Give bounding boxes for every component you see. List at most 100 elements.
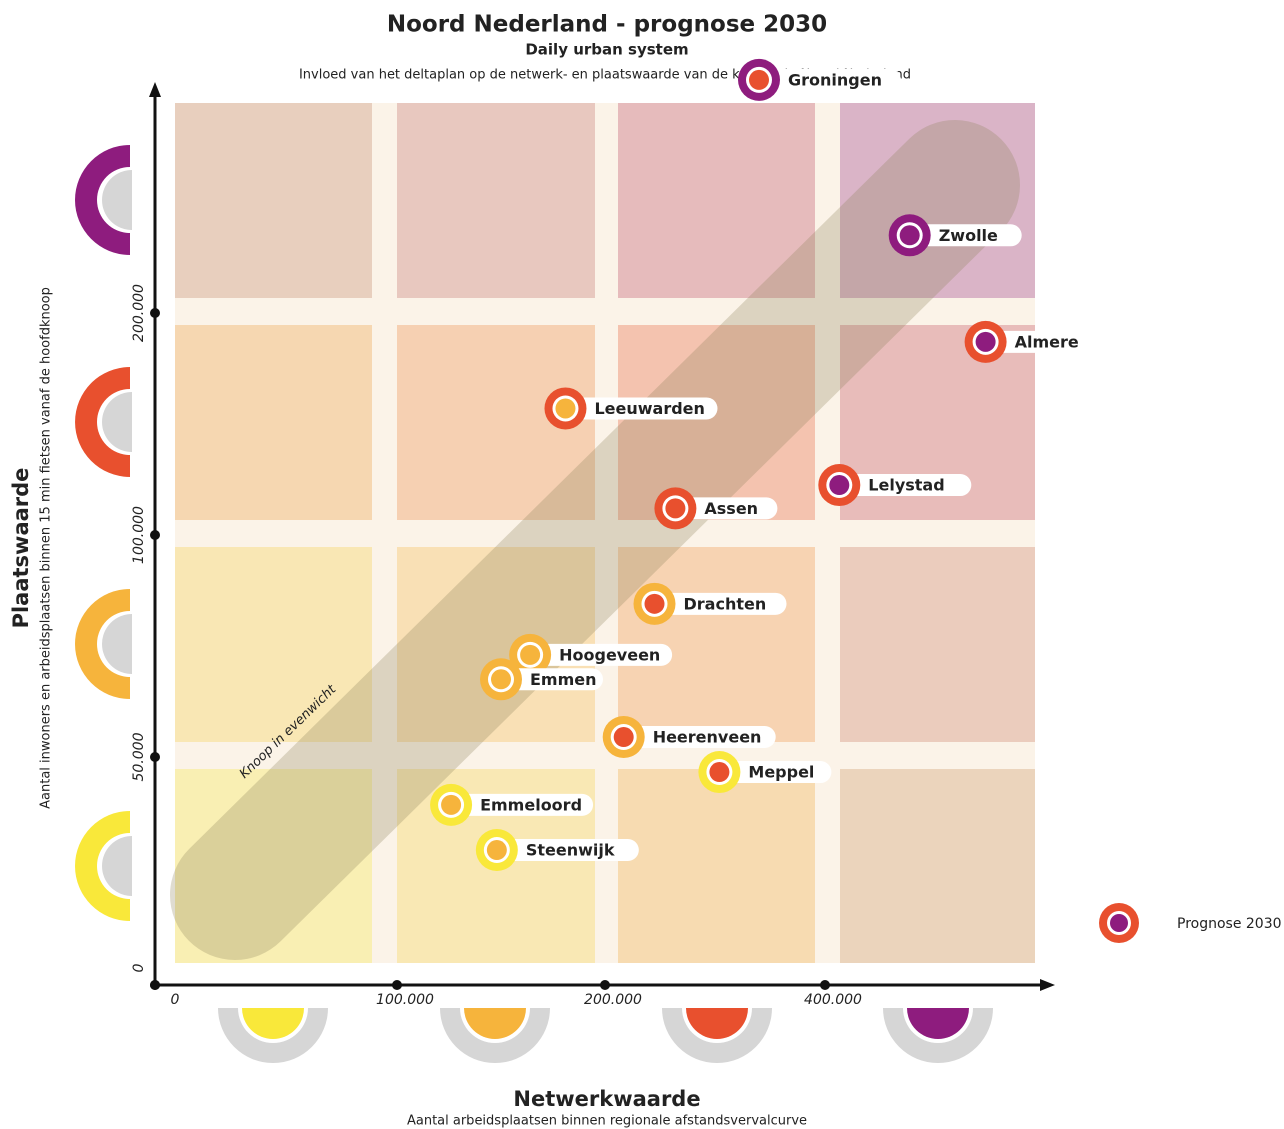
balance-band bbox=[170, 120, 1020, 960]
label-pill bbox=[496, 839, 639, 862]
point-dot bbox=[975, 331, 996, 352]
x-tick-label: 100.000 bbox=[376, 992, 434, 1008]
cell bbox=[840, 103, 1035, 298]
cell bbox=[175, 325, 372, 520]
x-tick bbox=[392, 980, 402, 990]
cell bbox=[397, 103, 595, 298]
y-tick bbox=[150, 980, 160, 990]
x-icon-core bbox=[686, 1008, 748, 1039]
point-label: Leeuwarden bbox=[594, 399, 704, 418]
cell bbox=[618, 103, 815, 298]
x-axis-label: Netwerkwaarde bbox=[513, 1087, 700, 1111]
point-label: Hoogeveen bbox=[559, 645, 660, 664]
y-arrow bbox=[149, 82, 161, 97]
cell bbox=[175, 547, 372, 742]
x-tick-label: 200.000 bbox=[584, 992, 642, 1008]
plot-area bbox=[175, 103, 1035, 963]
x-arrow bbox=[1040, 979, 1055, 991]
cell bbox=[618, 325, 815, 520]
point-label: Meppel bbox=[748, 763, 814, 782]
y-tick-label: 200.000 bbox=[131, 284, 147, 342]
cell bbox=[175, 325, 372, 520]
label-pill bbox=[654, 592, 787, 615]
point-label: Heerenveen bbox=[653, 728, 762, 747]
label-pill bbox=[719, 761, 832, 784]
y-tick-label: 50.000 bbox=[131, 732, 147, 781]
point-dot bbox=[749, 69, 769, 90]
point-dot bbox=[555, 398, 576, 419]
point-label: Almere bbox=[1015, 332, 1079, 351]
y-icon-core bbox=[102, 836, 132, 896]
y-axis-label: Plaatswaarde bbox=[9, 468, 33, 629]
cell bbox=[840, 769, 1035, 963]
point-label: Groningen bbox=[788, 70, 882, 89]
label-pill bbox=[623, 726, 776, 749]
point-dot bbox=[644, 593, 665, 614]
x-icon-ring bbox=[218, 1008, 328, 1063]
x-tick bbox=[600, 980, 610, 990]
x-axis-sublabel: Aantal arbeidsplaatsen binnen regionale … bbox=[407, 1114, 807, 1129]
cell bbox=[840, 547, 1035, 742]
background-grid bbox=[175, 103, 1035, 963]
point-dot bbox=[486, 840, 507, 861]
x-icon-ring bbox=[883, 1008, 993, 1063]
label-pill bbox=[451, 793, 594, 816]
cell bbox=[175, 103, 372, 298]
legend-label: Prognose 2030 bbox=[1177, 916, 1282, 932]
point-dot bbox=[520, 644, 541, 665]
x-icon-core bbox=[464, 1008, 526, 1039]
x-tick bbox=[820, 980, 830, 990]
cell bbox=[618, 103, 815, 298]
point-label: Steenwijk bbox=[526, 841, 615, 860]
y-icon-core bbox=[102, 170, 132, 230]
cell bbox=[175, 769, 372, 963]
x-tick-label: 400.000 bbox=[804, 992, 862, 1008]
cell bbox=[840, 103, 1035, 298]
y-tick bbox=[150, 308, 160, 318]
axis-icons bbox=[75, 145, 993, 1063]
label-pill bbox=[675, 497, 778, 520]
label-pill bbox=[759, 68, 901, 91]
x-icon-ring bbox=[440, 1008, 550, 1063]
point-dot bbox=[613, 727, 634, 748]
point-label: Lelystad bbox=[868, 476, 944, 495]
y-icon-core bbox=[102, 392, 132, 452]
label-pill bbox=[565, 397, 718, 420]
y-icon-core bbox=[102, 614, 132, 674]
x-tick-label: 0 bbox=[171, 992, 180, 1008]
label-pill bbox=[985, 330, 1098, 353]
cell bbox=[175, 103, 372, 298]
point-dot bbox=[829, 475, 850, 496]
cell bbox=[840, 547, 1035, 742]
label-pill bbox=[839, 474, 972, 497]
x-icon-core bbox=[242, 1008, 304, 1039]
point-label: Zwolle bbox=[939, 226, 998, 245]
label-pill bbox=[530, 643, 673, 666]
point-dot bbox=[441, 794, 462, 815]
cell bbox=[397, 103, 595, 298]
cell bbox=[618, 769, 815, 963]
cell bbox=[618, 769, 815, 963]
point-dot bbox=[709, 762, 730, 783]
point-label: Emmeloord bbox=[480, 795, 582, 814]
label-pill bbox=[909, 224, 1022, 247]
cell bbox=[840, 769, 1035, 963]
legend-dot bbox=[1110, 914, 1128, 932]
point-label: Drachten bbox=[684, 594, 767, 613]
y-tick bbox=[150, 752, 160, 762]
chart-title: Noord Nederland - prognose 2030 bbox=[387, 12, 827, 38]
point-dot bbox=[899, 225, 920, 246]
point-label: Emmen bbox=[530, 670, 597, 689]
x-icon-ring bbox=[662, 1008, 772, 1063]
x-icon-core bbox=[907, 1008, 969, 1039]
y-tick-label: 0 bbox=[131, 963, 147, 972]
y-tick-label: 100.000 bbox=[131, 506, 147, 564]
point-dot bbox=[665, 498, 686, 519]
point-dot bbox=[491, 669, 511, 690]
point-label: Assen bbox=[704, 499, 758, 518]
subtitle: Daily urban system bbox=[525, 41, 688, 59]
label-pill bbox=[501, 668, 603, 691]
cell bbox=[175, 769, 372, 963]
cell bbox=[175, 547, 372, 742]
